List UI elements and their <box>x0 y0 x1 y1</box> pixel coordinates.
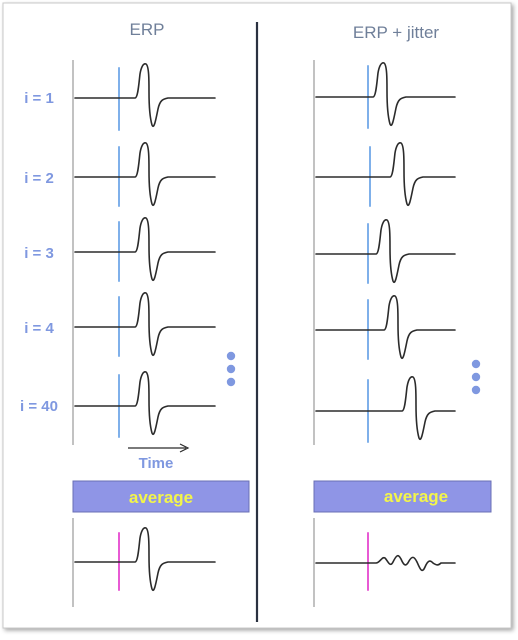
average-jittered-trace <box>315 554 456 572</box>
average-erp-trace <box>74 527 216 591</box>
average-label-left: average <box>129 488 193 507</box>
erp-trace-trial-40 <box>74 371 216 435</box>
time-label: Time <box>139 455 174 472</box>
erp-trace-trial-1 <box>74 63 216 127</box>
ellipsis-dots-left <box>226 351 236 387</box>
time-arrow-head <box>179 443 190 453</box>
jittered-trace-trial-2 <box>315 142 456 206</box>
jittered-trace-trial-4 <box>315 295 456 359</box>
trial-label-3: i = 3 <box>24 245 54 262</box>
erp-trace-trial-2 <box>74 142 216 206</box>
average-bar-right <box>313 480 492 513</box>
trial-label-40: i = 40 <box>20 398 58 415</box>
jittered-trace-trial-40 <box>315 376 456 440</box>
erp-trace-trial-3 <box>74 217 216 281</box>
erp-trace-trial-4 <box>74 292 216 356</box>
trial-label-1: i = 1 <box>24 90 54 107</box>
jittered-trace-trial-1 <box>315 62 456 126</box>
trial-label-4: i = 4 <box>24 320 54 337</box>
ellipsis-dots-right <box>471 359 481 395</box>
average-label-right: average <box>384 487 448 506</box>
right-panel-title: ERP + jitter <box>353 23 439 42</box>
jittered-trace-trial-3 <box>315 219 456 283</box>
left-panel-title: ERP <box>130 20 165 39</box>
trial-label-2: i = 2 <box>24 170 54 187</box>
average-bar-left <box>72 480 250 513</box>
